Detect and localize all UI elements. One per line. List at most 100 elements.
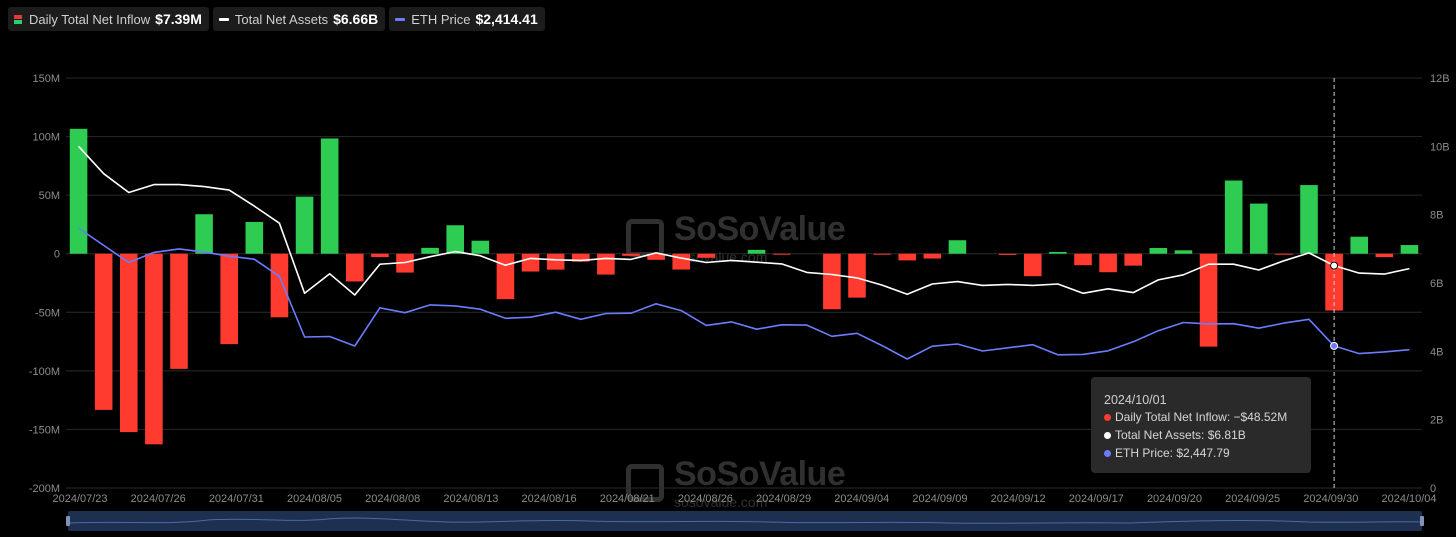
- eth-price-marker: [1330, 341, 1339, 350]
- y-right-tick-label: 10B: [1430, 141, 1450, 153]
- inflow-bar: [597, 253, 615, 275]
- inflow-bar: [647, 253, 665, 260]
- tooltip-row-eth: ETH Price: $2,447.79: [1104, 446, 1230, 460]
- net-assets-marker: [1330, 261, 1339, 270]
- inflow-bar: [371, 253, 389, 258]
- inflow-bar: [622, 253, 640, 256]
- inflow-bar: [898, 253, 917, 261]
- tooltip-inflow: Daily Total Net Inflow: −$48.52M: [1115, 410, 1288, 424]
- inflow-bar: [170, 253, 188, 369]
- watermark-bottom: SoSoValue sosovalue.com: [626, 455, 846, 510]
- y-left-tick-label: 150M: [32, 73, 60, 85]
- x-tick-label: 2024/09/12: [991, 493, 1046, 505]
- white-line-swatch-icon: [218, 17, 229, 21]
- inflow-bar: [1149, 247, 1168, 254]
- x-tick-label: 2024/09/09: [912, 493, 967, 505]
- x-tick-label: 2024/07/26: [131, 493, 186, 505]
- inflow-bar: [1375, 253, 1394, 258]
- y-right-tick-label: 0: [1430, 483, 1436, 495]
- inflow-bar: [923, 253, 942, 259]
- y-left-tick-label: 0: [54, 249, 60, 261]
- inflow-bar: [145, 253, 163, 445]
- x-tick-label: 2024/07/23: [52, 493, 107, 505]
- inflow-bar: [421, 247, 439, 254]
- y-left-tick-label: -200M: [29, 483, 60, 495]
- x-tick-label: 2024/08/21: [600, 493, 655, 505]
- watermark-name: SoSoValue: [674, 210, 846, 248]
- navigator-right-handle[interactable]: [1420, 516, 1424, 526]
- x-tick-label: 2024/08/08: [365, 493, 420, 505]
- y-left-tick-label: 100M: [32, 132, 60, 144]
- y-right-tick-label: 8B: [1430, 210, 1443, 222]
- legend-inflow-value: $7.39M: [155, 11, 202, 27]
- x-tick-label: 2024/09/25: [1225, 493, 1280, 505]
- x-tick-label: 2024/08/13: [443, 493, 498, 505]
- inflow-bar: [345, 253, 364, 282]
- inflow-bar: [873, 253, 891, 255]
- legend-assets-label: Total Net Assets: [234, 11, 329, 27]
- inflow-bar: [295, 196, 314, 254]
- x-tick-label: 2024/08/26: [678, 493, 733, 505]
- inflow-bar: [195, 214, 213, 254]
- y-left-tick-label: -100M: [29, 366, 60, 378]
- legend-assets[interactable]: Total Net Assets $6.66B: [212, 7, 386, 31]
- x-tick-label: 2024/07/31: [209, 493, 264, 505]
- inflow-bar: [220, 253, 239, 345]
- y-left-tick-label: 50M: [39, 190, 60, 202]
- inflow-bar: [1224, 180, 1243, 254]
- x-tick-label: 2024/09/17: [1069, 493, 1124, 505]
- inflow-bar: [948, 240, 967, 254]
- inflow-bar: [1049, 251, 1067, 254]
- legend-eth[interactable]: ETH Price $2,414.41: [389, 7, 545, 31]
- inflow-bar: [1174, 250, 1193, 254]
- inflow-bar: [69, 128, 88, 254]
- navigator-left-handle[interactable]: [66, 516, 70, 526]
- x-tick-label: 2024/08/16: [522, 493, 577, 505]
- watermark-site: sosovalue.com: [674, 494, 768, 510]
- blue-dot-icon: [1104, 449, 1111, 457]
- inflow-bar: [571, 253, 590, 262]
- red-dot-icon: [1104, 413, 1111, 421]
- watermark-name: SoSoValue: [674, 455, 846, 493]
- x-tick-label: 2024/09/20: [1147, 493, 1202, 505]
- inflow-bar: [320, 138, 339, 254]
- inflow-bar: [1023, 253, 1042, 277]
- x-tick-label: 2024/10/04: [1381, 493, 1436, 505]
- inflow-bar: [823, 253, 841, 310]
- inflow-bar: [94, 253, 113, 410]
- legend-inflow[interactable]: Daily Total Net Inflow $7.39M: [8, 7, 209, 31]
- legend-inflow-label: Daily Total Net Inflow: [29, 11, 151, 27]
- inflow-bar: [270, 253, 289, 318]
- inflow-bar: [1275, 253, 1293, 255]
- inflow-bar: [1300, 185, 1318, 254]
- chart-tooltip: 2024/10/01 Daily Total Net Inflow: −$48.…: [1091, 377, 1311, 473]
- inflow-bar: [848, 253, 866, 298]
- legend: Daily Total Net Inflow $7.39M Total Net …: [8, 7, 545, 31]
- inflow-bar: [1124, 253, 1143, 266]
- tooltip-row-inflow: Daily Total Net Inflow: −$48.52M: [1104, 410, 1287, 424]
- inflow-bar: [998, 253, 1017, 255]
- inflow-bar: [1350, 236, 1369, 254]
- y-right-tick-label: 6B: [1430, 278, 1443, 290]
- navigator-sparkline: [68, 517, 1422, 524]
- inflow-bar: [446, 225, 465, 254]
- eth-price-line: [78, 227, 1410, 360]
- range-navigator[interactable]: [66, 511, 1424, 531]
- y-left-tick-label: -50M: [35, 307, 60, 319]
- legend-eth-label: ETH Price: [411, 11, 471, 27]
- legend-assets-value: $6.66B: [333, 11, 379, 27]
- inflow-bar: [772, 253, 791, 255]
- inflow-bar: [1074, 253, 1092, 266]
- sosovalue-logo-icon: [626, 463, 664, 502]
- tooltip-eth: ETH Price: $2,447.79: [1115, 446, 1230, 460]
- inflow-bar: [1249, 203, 1268, 254]
- net-assets-line: [78, 145, 1410, 296]
- inflow-bar: [496, 253, 515, 300]
- inflow-bar: [697, 253, 716, 258]
- inflow-bar: [747, 249, 766, 254]
- blue-line-swatch-icon: [395, 17, 406, 21]
- inflow-bar: [1099, 253, 1117, 273]
- x-tick-label: 2024/08/05: [287, 493, 342, 505]
- y-right-tick-label: 2B: [1430, 415, 1443, 427]
